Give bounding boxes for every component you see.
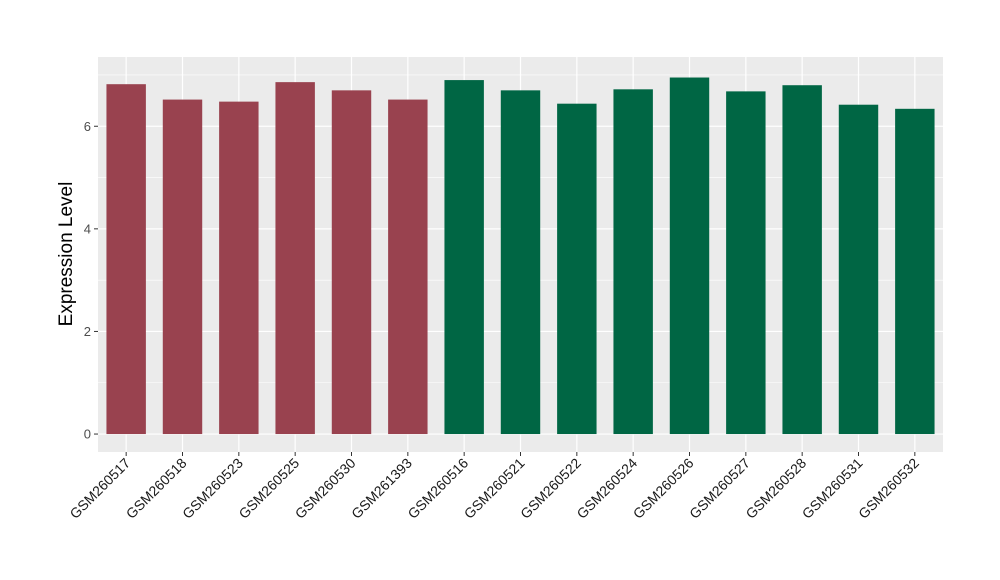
x-axis: GSM260517GSM260518GSM260523GSM260525GSM2… — [66, 452, 922, 522]
bar-GSM260516 — [444, 80, 484, 435]
bar-GSM260523 — [219, 101, 259, 435]
y-axis-title: Expression Level — [56, 182, 77, 327]
bar-GSM260528 — [782, 85, 822, 435]
bar-GSM260521 — [500, 90, 541, 435]
bar-GSM261393 — [388, 99, 428, 435]
y-axis: 0 2 4 6 — [84, 119, 98, 442]
y-tick-label: 4 — [84, 221, 91, 236]
bar-GSM260517 — [106, 84, 146, 435]
bar-GSM260532 — [895, 108, 935, 435]
bars — [106, 77, 935, 435]
bar-GSM260527 — [726, 91, 766, 435]
y-tick-label: 0 — [84, 427, 91, 442]
bar-GSM260522 — [557, 103, 597, 435]
bar-GSM260518 — [162, 99, 203, 435]
y-tick-label: 2 — [84, 324, 91, 339]
y-tick-label: 6 — [84, 119, 91, 134]
bar-GSM260530 — [331, 90, 372, 435]
bar-GSM260525 — [275, 82, 315, 435]
bar-GSM260526 — [669, 77, 710, 435]
bar-GSM260531 — [838, 104, 879, 435]
bar-GSM260524 — [613, 89, 653, 435]
x-tick-label: GSM260532 — [855, 455, 922, 522]
